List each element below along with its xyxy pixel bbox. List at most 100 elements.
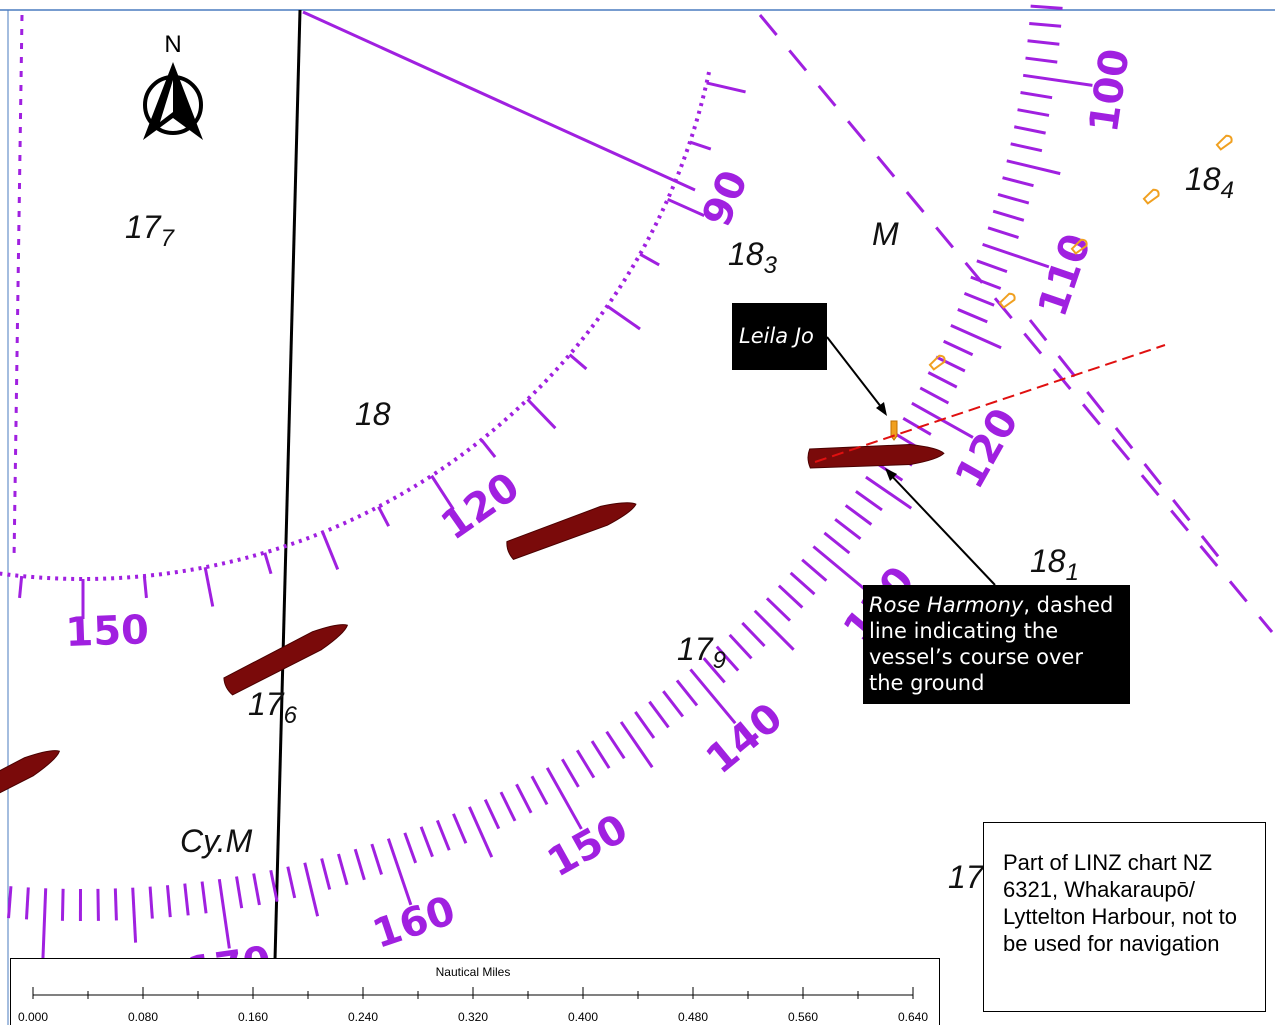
sounding-decimal: 7 (161, 225, 176, 252)
outer-tick (1017, 108, 1050, 117)
vessel-name: Leila Jo (739, 324, 814, 348)
sounding-decimal: 1 (1066, 559, 1079, 586)
outer-tick (976, 259, 1008, 274)
outer-tick (499, 791, 517, 822)
sounding-depth: 18 (728, 236, 764, 272)
inner-tick (203, 566, 215, 607)
sounding: 181 (1030, 543, 1079, 586)
inner-tick (526, 398, 557, 430)
course-over-ground (814, 344, 1166, 463)
outer-tick (96, 888, 100, 921)
scale-title: Nautical Miles (436, 965, 511, 979)
outer-tick (957, 308, 988, 324)
sounding-depth: 18 (1185, 161, 1221, 197)
inner-tick (142, 575, 148, 599)
outer-tick (561, 758, 580, 788)
scale-bar-graphic: Nautical Miles 0.000 0.080 0.160 0.240 0.320… (18, 965, 928, 1024)
inner-tick (430, 474, 455, 511)
outer-tick (1010, 142, 1043, 153)
outer-tick (435, 819, 451, 851)
north-label: N (164, 31, 181, 58)
inner-tick (639, 252, 660, 267)
sector-line (302, 10, 696, 192)
outer-tick (992, 209, 1025, 222)
scale-label: 0.560 (788, 1010, 818, 1024)
outer-tick (789, 571, 816, 596)
bearing-label: 150 (65, 607, 150, 656)
outer-tick (575, 749, 596, 779)
north-arrow: N (143, 31, 203, 140)
outer-tick (812, 545, 869, 593)
outer-tick (935, 355, 966, 373)
sounding-depth: 17 (248, 686, 285, 722)
scale-label: 0.640 (898, 1010, 928, 1024)
outer-tick (801, 558, 828, 582)
outer-tick (452, 813, 468, 844)
outer-tick (689, 668, 737, 725)
outer-tick (987, 226, 1019, 239)
outer-tick (530, 775, 549, 806)
outer-tick (919, 386, 950, 405)
outer-tick (963, 291, 995, 307)
outer-tick (943, 339, 974, 357)
sounding-decimal: 6 (284, 702, 298, 729)
outer-tick (844, 504, 873, 526)
outer-tick (303, 862, 320, 917)
outer-tick (7, 886, 13, 919)
outer-tick (1013, 125, 1046, 135)
arrow-head (885, 468, 897, 481)
outer-tick (165, 885, 172, 918)
outer-tick (950, 324, 1002, 350)
arrow-head (876, 402, 887, 416)
outer-tick (235, 876, 244, 909)
outer-tick (24, 887, 30, 920)
outer-tick (590, 740, 611, 769)
scale-label: 0.240 (348, 1010, 378, 1024)
outer-tick (286, 866, 297, 899)
scale-label: 0.080 (128, 1010, 158, 1024)
outer-tick (483, 799, 501, 830)
callout-arrow (826, 336, 886, 413)
outer-tick (662, 690, 685, 718)
outer-tick (927, 371, 958, 389)
outer-tick (634, 711, 656, 739)
sounding: 177 (125, 209, 176, 252)
inner-tick (321, 531, 340, 571)
outer-tick (619, 721, 654, 769)
inner-tick (568, 353, 588, 371)
dashed-limit (1028, 319, 1227, 566)
vessel-name: Rose Harmony (869, 593, 1024, 617)
vessel (807, 444, 945, 469)
dashed-limit (758, 14, 1274, 633)
callout-leila-jo: Leila Jo (732, 303, 827, 370)
inner-tick (377, 505, 391, 527)
outer-tick (1006, 159, 1061, 176)
outer-tick (765, 597, 792, 622)
sounding: 18 (355, 396, 391, 432)
inner-tick (480, 438, 497, 459)
outer-tick (702, 657, 726, 684)
sounding: 183 (728, 236, 778, 279)
inner-tick (689, 140, 712, 151)
outer-tick (605, 730, 626, 760)
small-vessel (1142, 188, 1160, 205)
outer-tick (997, 193, 1030, 205)
sounding: 17 (948, 859, 985, 895)
inner-tick (263, 552, 273, 575)
outer-tick (370, 843, 383, 875)
outer-tick (1002, 176, 1034, 188)
outer-tick (41, 888, 48, 959)
outer-tick (1020, 91, 1053, 100)
sounding: 184 (1185, 161, 1234, 204)
outer-tick (545, 767, 583, 830)
scale-label: 0.000 (18, 1010, 48, 1024)
callout-rose-harmony: Rose Harmony, dashed line indicating the… (863, 585, 1130, 704)
outer-tick (865, 475, 913, 510)
outer-tick (131, 887, 138, 943)
outer-tick (648, 700, 670, 729)
sounding: 179 (677, 631, 726, 674)
outer-tick (1030, 4, 1063, 10)
outer-tick (1027, 39, 1060, 46)
